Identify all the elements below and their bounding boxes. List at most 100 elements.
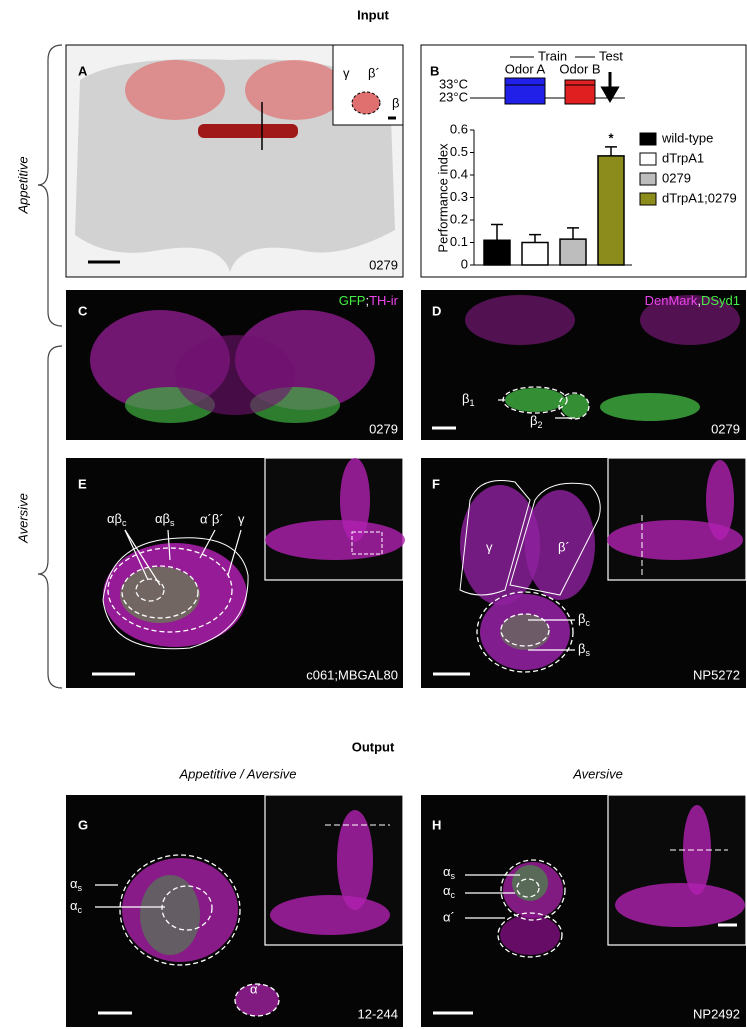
label-sub: c — [78, 905, 83, 915]
roi — [351, 531, 383, 555]
signal — [270, 895, 390, 935]
heading-input: Input — [357, 7, 389, 22]
label-base: α — [70, 876, 78, 891]
legend-label: wild-type — [661, 130, 713, 145]
label: α´ — [443, 909, 455, 924]
label-base: β — [530, 413, 537, 428]
protocol-odor-a: Odor A — [505, 61, 546, 76]
label: αβc — [107, 511, 127, 528]
protocol-train: Train — [538, 48, 567, 63]
label-base: αβ — [155, 511, 170, 526]
outline — [459, 480, 531, 596]
pointer — [199, 529, 216, 559]
label-sub: s — [451, 871, 456, 881]
label-sub: c — [585, 618, 590, 628]
label: α´β´ — [200, 511, 224, 526]
outline — [121, 565, 199, 619]
genotype: c061;MBGAL80 — [306, 667, 398, 682]
stain-part: DenMark — [645, 293, 698, 308]
label-base: β — [462, 391, 469, 406]
label: β´ — [558, 539, 570, 554]
red-signal — [245, 60, 345, 120]
y-tick-label: 0.3 — [450, 189, 468, 204]
brace — [37, 345, 63, 689]
red-signal — [125, 60, 225, 120]
outline — [107, 547, 233, 633]
signal — [140, 875, 200, 955]
label-base: α — [443, 883, 451, 898]
label-base: α — [70, 898, 78, 913]
pointer — [227, 529, 242, 576]
label-sub: s — [78, 883, 83, 893]
y-tick-label: 0.5 — [450, 144, 468, 159]
genotype: 0279 — [711, 421, 740, 436]
label-sub: c — [451, 890, 456, 900]
signal — [120, 567, 200, 623]
stain-part: GFP — [339, 293, 366, 308]
signal — [525, 490, 595, 600]
label-sub: s — [585, 648, 590, 658]
outline — [102, 537, 249, 650]
legend-label: 0279 — [662, 170, 691, 185]
outline — [161, 885, 213, 931]
signal — [640, 295, 740, 345]
signal — [460, 485, 540, 605]
bar — [483, 239, 511, 266]
outline — [509, 482, 601, 596]
signal — [175, 335, 295, 415]
signal — [465, 295, 575, 345]
y-tick-label: 0 — [461, 256, 468, 271]
genotype: 12-244 — [358, 1006, 398, 1021]
legend-swatch — [639, 172, 657, 186]
genotype: 0279 — [369, 421, 398, 436]
genotype: NP5272 — [693, 667, 740, 682]
temperature-trace — [470, 84, 625, 99]
outline — [558, 392, 590, 420]
test-arrow — [600, 72, 620, 103]
signal — [607, 520, 743, 560]
signal — [600, 393, 700, 421]
legend-swatch — [639, 132, 657, 146]
label-base: β — [578, 641, 585, 656]
outline — [500, 859, 566, 921]
stain-part: ; — [365, 293, 369, 308]
inset-lobe — [351, 91, 381, 115]
stain-part: DSyd1 — [701, 293, 740, 308]
signal — [235, 984, 279, 1016]
protocol-test: Test — [599, 48, 623, 63]
pointer — [124, 529, 161, 586]
signal — [340, 458, 370, 542]
label: αs — [70, 876, 83, 893]
label: βc — [578, 611, 590, 628]
inset-label: β — [392, 95, 399, 110]
bar — [521, 241, 549, 266]
outline — [516, 878, 540, 898]
legend-label: dTrpA1 — [662, 150, 704, 165]
brace — [37, 44, 63, 327]
heading-output-left: Appetitive / Aversive — [178, 766, 296, 781]
y-tick-label: 0.1 — [450, 234, 468, 249]
label-sub: s — [170, 518, 175, 528]
outline — [476, 591, 574, 673]
panel-letter: B — [430, 63, 439, 78]
label-base: αβ — [107, 511, 122, 526]
signal — [505, 388, 565, 412]
inset-label: β´ — [368, 65, 380, 80]
stain-label: GFP;TH-ir — [339, 293, 399, 308]
label: αs — [443, 864, 456, 881]
odor-a-block — [504, 77, 546, 105]
signal — [561, 394, 589, 418]
pointer — [167, 529, 171, 561]
outline — [135, 578, 165, 602]
label: γ — [238, 511, 245, 526]
label-sub: 2 — [537, 420, 542, 430]
signal — [500, 614, 550, 650]
pointer — [124, 529, 149, 581]
label-base: β — [578, 611, 585, 626]
label: γ — [486, 539, 493, 554]
outline — [119, 854, 241, 966]
inset-label: γ — [343, 65, 350, 80]
bar — [559, 238, 587, 266]
y-tick-label: 0.4 — [450, 166, 468, 181]
